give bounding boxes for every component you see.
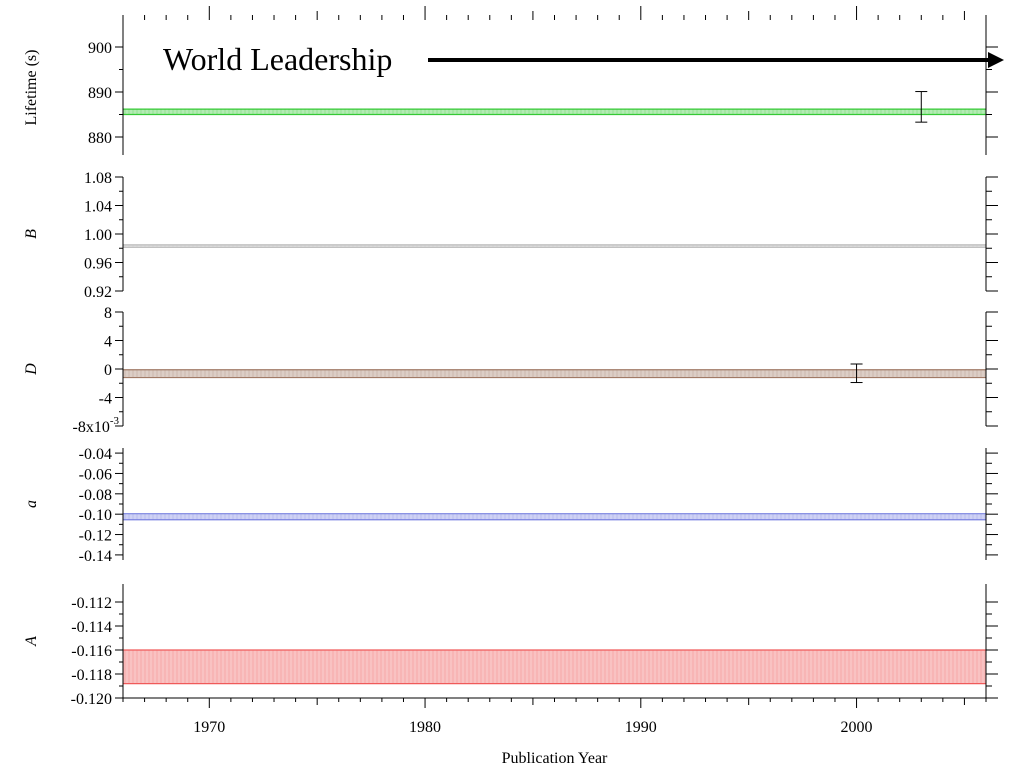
- error-bar: [915, 91, 928, 123]
- y-tick-label: 900: [88, 40, 112, 57]
- y-axis-label: D: [23, 363, 40, 376]
- y-tick-label: -0.08: [79, 487, 112, 504]
- band-hatch: [126, 369, 984, 378]
- error-bar: [850, 363, 863, 384]
- annotation-arrow: [428, 52, 1004, 68]
- band-a: [123, 650, 986, 684]
- y-tick-label: 1.00: [84, 227, 112, 244]
- band-lifetime: [123, 109, 986, 115]
- panel-a: -0.120 -0.118 -0.116 -0.114 -0.112 A: [23, 584, 998, 708]
- band-hatch: [126, 650, 984, 684]
- y-tick-label: 890: [88, 85, 112, 102]
- panel-b: 0.92 0.96 1.00 1.04 1.08 B: [23, 170, 998, 301]
- y-tick-label: -0.12: [79, 528, 112, 545]
- band-hatch: [126, 513, 984, 520]
- y-tick-label: 0.92: [84, 284, 112, 301]
- y-tick-label: -8x10-3: [73, 415, 120, 436]
- y-tick-label: 8: [104, 305, 112, 322]
- y-tick-label: -4: [99, 391, 112, 408]
- y-axis-label: a: [23, 500, 40, 508]
- y-tick-label: -0.116: [71, 643, 112, 660]
- y-tick-label: 0.96: [84, 256, 112, 273]
- y-tick-label: -0.118: [71, 667, 112, 684]
- y-tick-label: 1.04: [84, 199, 112, 216]
- panel-a: -0.14 -0.12 -0.10 -0.08 -0.06 -0.04 a: [23, 446, 998, 565]
- arrow-head: [988, 52, 1004, 68]
- y-tick-label: 4: [104, 334, 112, 351]
- panel-d: -8x10-3 -4 0 4 8 D: [23, 305, 998, 436]
- band-d: [123, 369, 986, 378]
- band-b: [123, 244, 986, 248]
- panel-lifetime: 880 890 900 Lifetime (s): [23, 20, 998, 155]
- y-tick-label: -0.14: [79, 548, 112, 565]
- band-hatch: [126, 109, 984, 115]
- annotation-world-leadership: World Leadership: [163, 41, 392, 77]
- y-tick-label: -0.10: [79, 507, 112, 524]
- y-tick-label: -0.04: [79, 446, 112, 463]
- y-tick-label: -0.114: [71, 619, 112, 636]
- band-a: [123, 513, 986, 520]
- y-tick-label: 1.08: [84, 170, 112, 187]
- y-axis-label: A: [23, 636, 40, 647]
- y-axis-label: B: [23, 229, 40, 239]
- x-axis-label: Publication Year: [502, 750, 608, 767]
- x-tick-label: 2000: [841, 719, 873, 736]
- y-tick-label: -0.06: [79, 466, 112, 483]
- y-tick-label: 0: [104, 362, 112, 379]
- y-tick-superscript: -3: [110, 415, 120, 427]
- y-tick-label: -0.120: [71, 691, 112, 708]
- y-axis-label: Lifetime (s): [23, 50, 40, 126]
- y-tick-label: -0.112: [71, 595, 112, 612]
- x-tick-label: 1990: [625, 719, 657, 736]
- x-tick-label: 1970: [193, 719, 225, 736]
- x-tick-label: 1980: [409, 719, 441, 736]
- y-tick-label: 880: [88, 130, 112, 147]
